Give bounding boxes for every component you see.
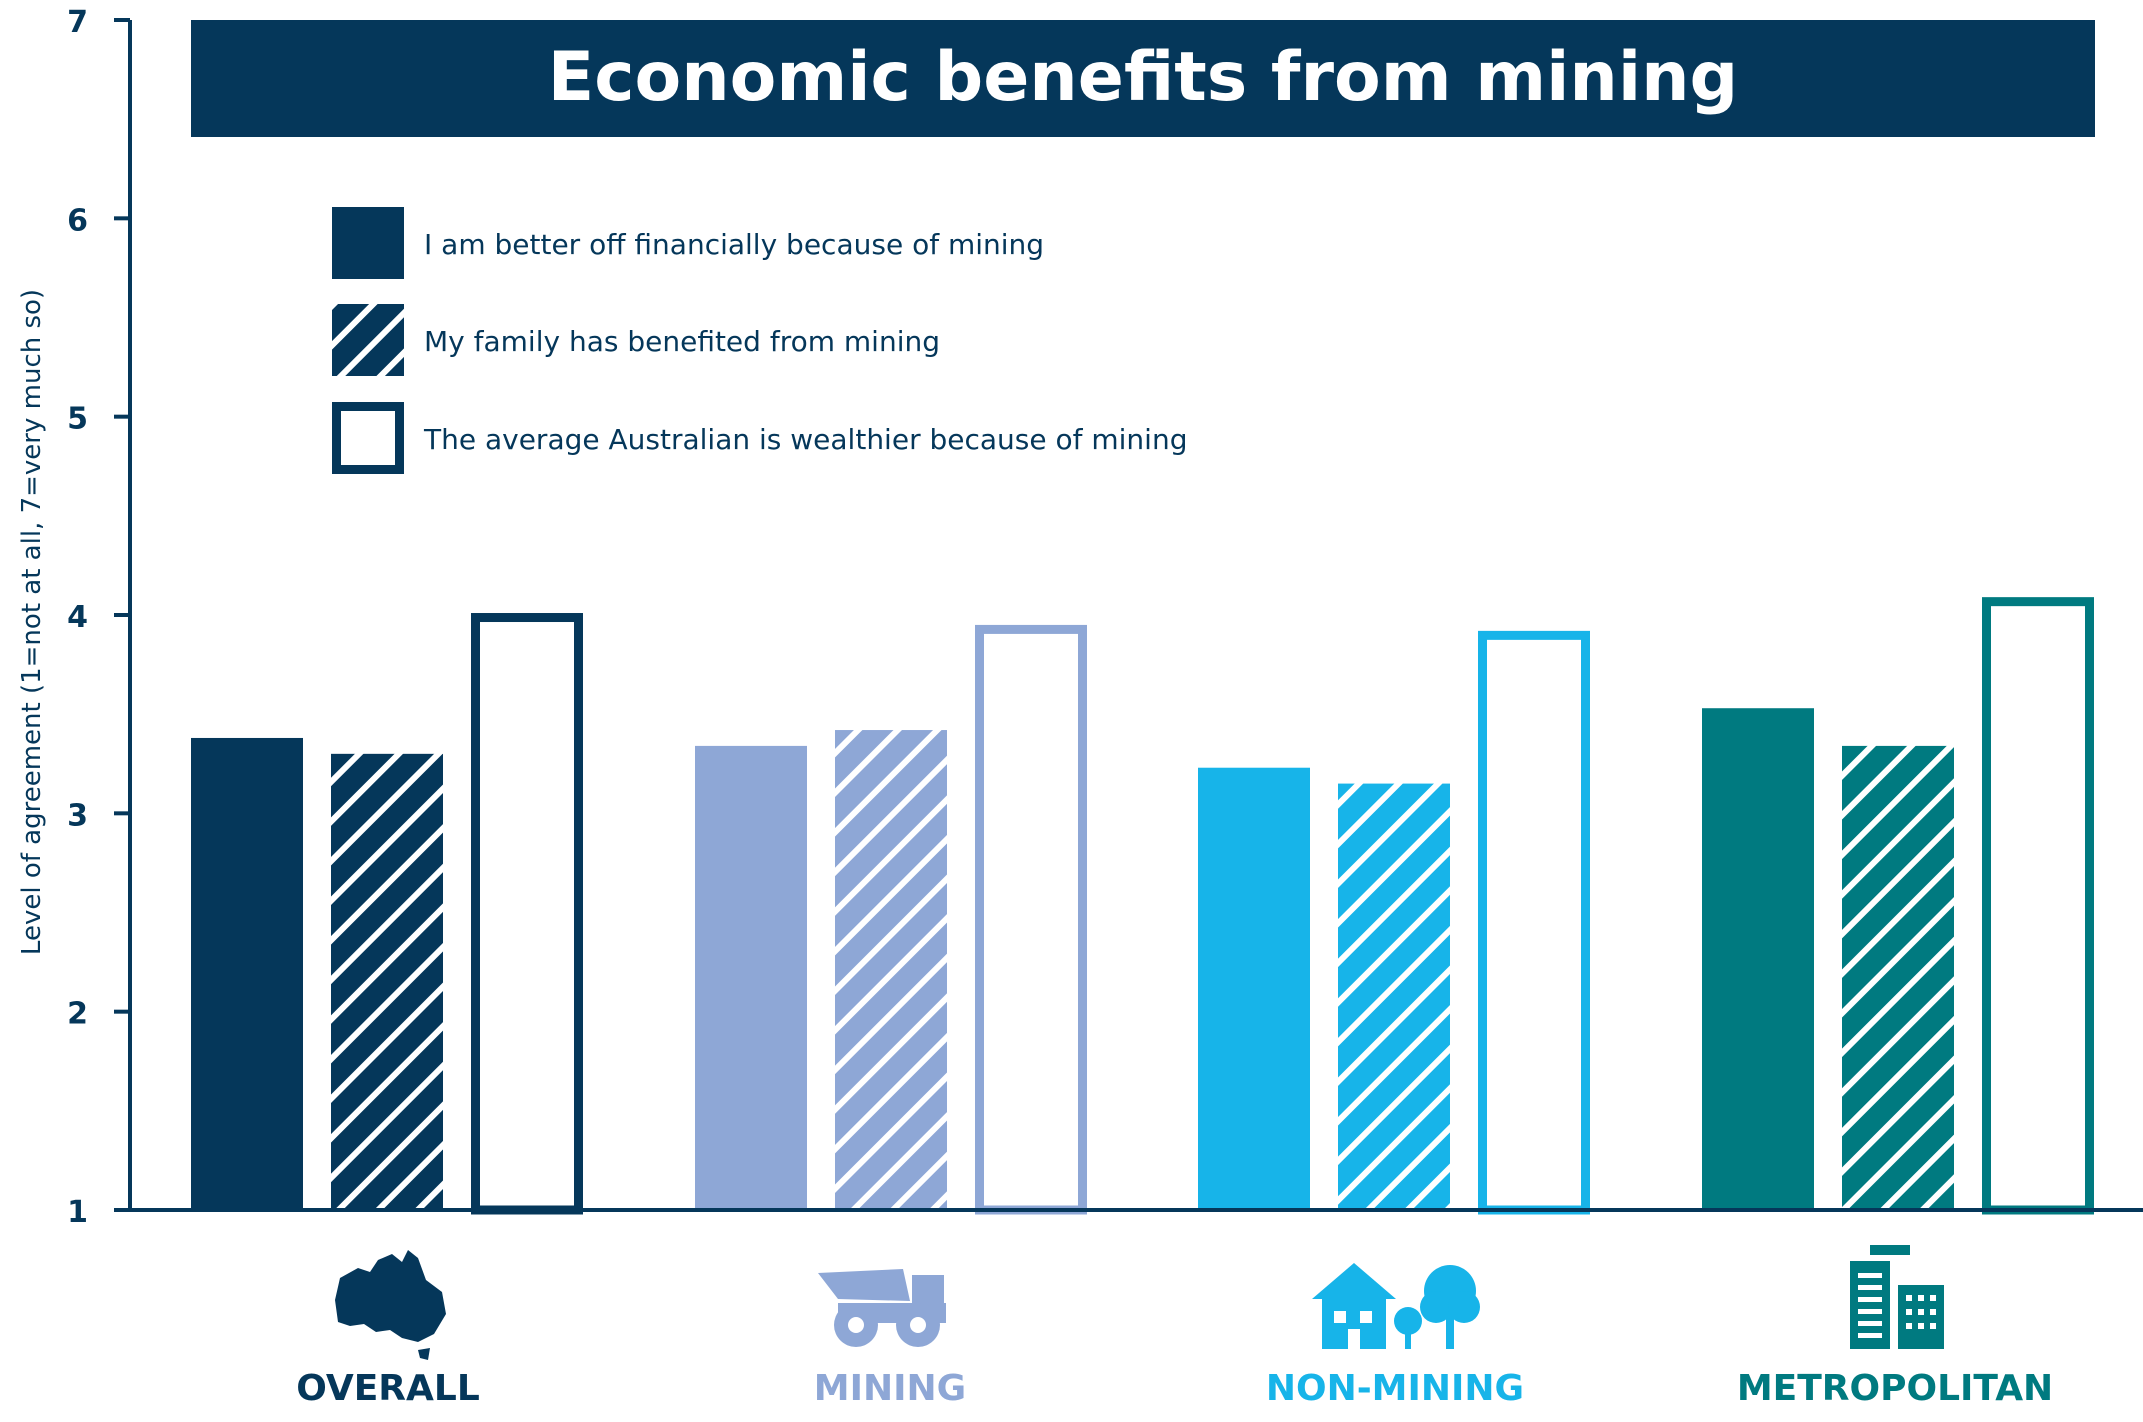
category-label-mining: MINING: [814, 1368, 966, 1409]
y-tick-label: 4: [67, 600, 88, 635]
legend-swatch-3: [332, 402, 404, 474]
category-label-metropolitan: METROPOLITAN: [1737, 1368, 2053, 1409]
bar-mining-series-2: [835, 730, 947, 1210]
y-tick-label: 1: [67, 1195, 88, 1230]
legend-label-2: My family has benefited from mining: [424, 325, 940, 358]
bar-metropolitan-series-1: [1702, 708, 1814, 1210]
mining-truck-icon: [818, 1269, 946, 1347]
house-and-trees-icon: [1312, 1263, 1480, 1349]
y-tick-label: 7: [67, 5, 88, 40]
bar-overall-series-3: [471, 613, 583, 1215]
bar-mining-series-3: [975, 624, 1087, 1215]
bar-overall-series-2: [331, 753, 443, 1210]
bars: [191, 597, 2094, 1215]
legend-swatch-1: [332, 207, 404, 279]
y-axis-label: Level of agreement (1=not at all, 7=very…: [17, 289, 47, 955]
y-tick-label: 6: [67, 203, 88, 238]
legend-label-1: I am better off financially because of m…: [424, 228, 1044, 261]
chart-title: Economic benefits from mining: [548, 38, 1738, 117]
bar-non-mining-series-1: [1198, 767, 1310, 1210]
legend: I am better off financially because of m…: [332, 207, 1187, 474]
category-label-non-mining: NON-MINING: [1266, 1368, 1524, 1409]
y-tick-label: 5: [67, 402, 88, 437]
y-axis: 1 2 3 4 5 6 7: [67, 5, 132, 1230]
bar-non-mining-series-3: [1478, 630, 1590, 1215]
y-tick-label: 2: [67, 997, 88, 1032]
category-icons: [335, 1245, 1944, 1360]
bar-non-mining-series-2: [1338, 783, 1450, 1210]
legend-label-3: The average Australian is wealthier beca…: [423, 423, 1187, 456]
category-label-overall: OVERALL: [296, 1368, 480, 1409]
city-buildings-icon: [1850, 1245, 1944, 1349]
title-background: [191, 20, 2095, 137]
legend-swatch-2: [332, 304, 404, 376]
bar-overall-series-1: [191, 737, 303, 1210]
x-axis: OVERALL MINING NON-MINING METROPOLITAN: [130, 1208, 2143, 1409]
y-tick-label: 3: [67, 798, 88, 833]
chart-title-banner: Economic benefits from mining: [191, 20, 2095, 137]
bar-metropolitan-series-3: [1982, 597, 2094, 1215]
australia-map-icon: [335, 1250, 446, 1360]
bar-mining-series-1: [695, 745, 807, 1210]
bar-metropolitan-series-2: [1842, 745, 1954, 1210]
